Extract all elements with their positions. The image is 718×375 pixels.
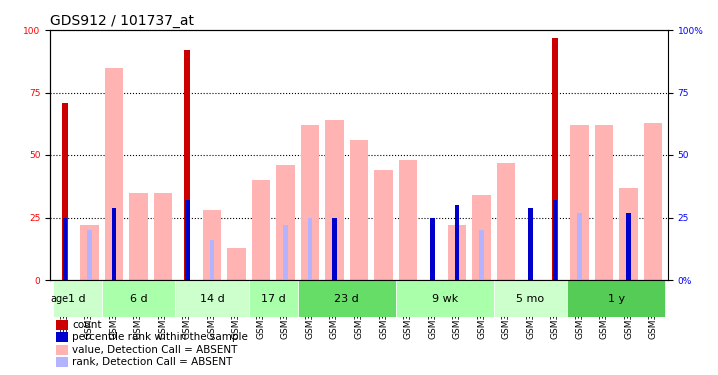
Bar bbox=[276, 165, 295, 280]
Bar bbox=[619, 188, 638, 280]
Bar bbox=[227, 248, 246, 280]
Bar bbox=[154, 192, 172, 280]
Bar bbox=[57, 333, 67, 342]
Bar bbox=[332, 217, 337, 280]
FancyBboxPatch shape bbox=[52, 280, 102, 318]
Text: 1 y: 1 y bbox=[607, 294, 625, 304]
FancyBboxPatch shape bbox=[248, 280, 298, 318]
Bar bbox=[480, 230, 484, 280]
Bar bbox=[472, 195, 491, 280]
Bar bbox=[528, 207, 533, 280]
Bar bbox=[308, 217, 312, 280]
Bar bbox=[332, 217, 337, 280]
Bar bbox=[105, 68, 123, 280]
FancyBboxPatch shape bbox=[494, 280, 567, 318]
Bar bbox=[374, 170, 393, 280]
Bar bbox=[202, 210, 221, 280]
FancyBboxPatch shape bbox=[396, 280, 494, 318]
Bar bbox=[57, 357, 67, 368]
Bar bbox=[251, 180, 271, 280]
Bar bbox=[570, 125, 589, 280]
Bar bbox=[112, 207, 116, 280]
Bar bbox=[447, 225, 467, 280]
Text: GDS912 / 101737_at: GDS912 / 101737_at bbox=[50, 13, 195, 28]
Text: rank, Detection Call = ABSENT: rank, Detection Call = ABSENT bbox=[73, 357, 233, 368]
Bar bbox=[497, 162, 516, 280]
Bar bbox=[325, 120, 344, 280]
Bar bbox=[455, 205, 459, 280]
Bar bbox=[643, 123, 663, 280]
Bar bbox=[577, 213, 582, 280]
Text: 5 mo: 5 mo bbox=[516, 294, 544, 304]
Text: count: count bbox=[73, 320, 102, 330]
Text: age: age bbox=[51, 294, 69, 304]
Bar bbox=[62, 217, 67, 280]
Bar bbox=[430, 217, 434, 280]
Bar bbox=[57, 345, 67, 355]
Bar bbox=[185, 50, 190, 280]
Text: value, Detection Call = ABSENT: value, Detection Call = ABSENT bbox=[73, 345, 238, 355]
Bar bbox=[80, 225, 99, 280]
Bar bbox=[129, 192, 148, 280]
Bar bbox=[284, 225, 288, 280]
FancyBboxPatch shape bbox=[102, 280, 175, 318]
Text: 6 d: 6 d bbox=[130, 294, 147, 304]
Bar bbox=[553, 200, 557, 280]
FancyBboxPatch shape bbox=[175, 280, 248, 318]
Bar bbox=[350, 140, 368, 280]
Text: 1 d: 1 d bbox=[68, 294, 86, 304]
FancyBboxPatch shape bbox=[298, 280, 396, 318]
Bar bbox=[301, 125, 320, 280]
Bar bbox=[210, 240, 214, 280]
Text: 9 wk: 9 wk bbox=[432, 294, 458, 304]
Text: 14 d: 14 d bbox=[200, 294, 224, 304]
Bar bbox=[88, 230, 92, 280]
Bar bbox=[185, 200, 190, 280]
Text: 23 d: 23 d bbox=[335, 294, 359, 304]
Bar bbox=[62, 102, 68, 280]
FancyBboxPatch shape bbox=[567, 280, 666, 318]
Text: percentile rank within the sample: percentile rank within the sample bbox=[73, 333, 248, 342]
Bar bbox=[57, 320, 67, 330]
Bar bbox=[595, 125, 613, 280]
Bar bbox=[552, 38, 558, 280]
Text: 17 d: 17 d bbox=[261, 294, 286, 304]
Bar bbox=[626, 213, 630, 280]
Bar bbox=[398, 160, 417, 280]
